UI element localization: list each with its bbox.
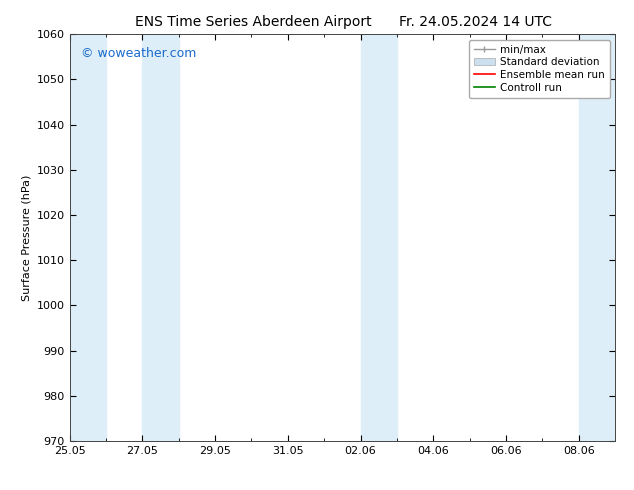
Text: ENS Time Series Aberdeen Airport: ENS Time Series Aberdeen Airport [135,15,372,29]
Bar [579,34,615,441]
Y-axis label: Surface Pressure (hPa): Surface Pressure (hPa) [21,174,31,301]
Bar [143,34,179,441]
Text: © woweather.com: © woweather.com [81,47,196,59]
Bar [70,34,106,441]
Legend: min/max, Standard deviation, Ensemble mean run, Controll run: min/max, Standard deviation, Ensemble me… [469,40,610,98]
Bar [361,34,397,441]
Text: Fr. 24.05.2024 14 UTC: Fr. 24.05.2024 14 UTC [399,15,552,29]
